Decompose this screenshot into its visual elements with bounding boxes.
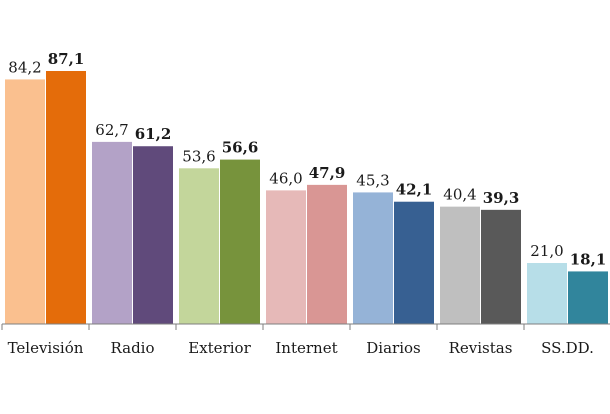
bar-series2 [394,201,434,324]
data-label: 45,3 [356,171,389,189]
bar-series1 [353,192,393,324]
data-label: 53,6 [182,147,215,165]
data-label: 47,9 [309,164,346,182]
bar-series1 [266,190,306,324]
bar-series1 [179,168,219,324]
bar-series1 [92,141,132,324]
data-label: 84,2 [8,58,41,76]
bar-series1 [440,206,480,324]
category-label: Internet [275,339,337,357]
data-label: 46,0 [269,169,302,187]
x-axis-ticks [1,324,525,330]
data-label: 39,3 [483,189,520,207]
data-label: 56,6 [222,139,259,157]
category-label: Radio [110,339,154,357]
bar-series2 [568,271,608,324]
bar-series2 [481,209,521,324]
category-labels-group: Televisión Radio Exterior Internet Diarios Re… [8,339,594,357]
data-label: 62,7 [95,121,128,139]
data-label: 21,0 [530,242,563,260]
bar-series1 [5,79,45,325]
data-label: 87,1 [48,50,85,68]
data-label: 42,1 [396,181,433,199]
data-label: 40,4 [443,186,476,204]
value-labels-group: 84,2 87,1 62,7 61,2 53,6 56,6 46,0 47,9 45,3 42,1… [8,50,606,268]
bar-series2 [46,71,86,324]
data-label: 61,2 [135,125,172,143]
category-label: SS.DD. [541,339,594,357]
bars-group [5,71,608,325]
bar-series1 [527,263,567,324]
category-label: Exterior [188,339,251,357]
bar-series2 [307,184,347,324]
category-label: Diarios [366,339,420,357]
data-label: 18,1 [570,250,607,268]
category-label: Televisión [8,339,84,357]
bar-series2 [220,159,260,324]
bar-series2 [133,146,173,324]
category-label: Revistas [449,339,513,357]
